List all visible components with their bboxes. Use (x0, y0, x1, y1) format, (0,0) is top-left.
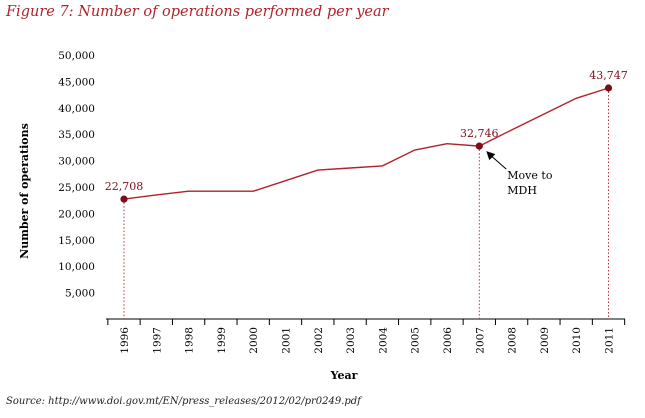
y-tick-label: 40,000 (58, 103, 95, 115)
x-axis-title: Year (330, 369, 358, 382)
x-tick-label: 1996 (119, 327, 131, 354)
x-tick-label: 2009 (539, 327, 551, 354)
data-label: 22,708 (105, 180, 144, 193)
y-tick-label: 45,000 (58, 76, 95, 88)
x-tick-label: 2007 (474, 327, 486, 354)
y-tick-label: 50,000 (58, 50, 95, 62)
drop-lines (123, 88, 609, 319)
x-tick-label: 2002 (313, 327, 325, 354)
x-tick-label: 1997 (151, 327, 163, 354)
y-tick-label: 15,000 (58, 235, 95, 247)
annotation: Move to MDH (486, 151, 553, 197)
data-point-marker (475, 142, 483, 150)
data-point-marker (604, 84, 613, 92)
annotation-text: Move to (507, 169, 553, 182)
x-tick-label: 2006 (442, 327, 454, 354)
y-axis: 5,000 10,000 15,000 20,000 25,000 30,000 35,00… (58, 50, 95, 300)
annotation-arrowhead (486, 151, 496, 161)
y-tick-label: 10,000 (58, 261, 95, 273)
x-tick-label: 2010 (571, 327, 583, 354)
y-tick-label: 25,000 (58, 182, 95, 194)
x-tick-label: 1998 (184, 327, 196, 354)
x-axis: 1996 1997 1998 1999 2000 2001 2002 2003 2004 2005… (106, 318, 626, 354)
x-tick-label: 1999 (216, 327, 228, 354)
series-line (123, 87, 609, 200)
x-tick-label: 2001 (281, 327, 293, 354)
x-tick-label: 2008 (507, 327, 519, 354)
annotation-text: MDH (507, 184, 537, 197)
y-tick-label: 20,000 (58, 208, 95, 220)
markers-group (120, 84, 613, 203)
x-tick-label: 2005 (410, 327, 422, 354)
data-point-marker (120, 195, 128, 203)
y-axis-title: Number of operations (18, 123, 31, 259)
data-label: 43,747 (589, 69, 628, 82)
source-note: Source: http://www.doi.gov.mt/EN/press_r… (6, 396, 361, 407)
data-label: 32,746 (460, 127, 499, 140)
x-tick-label: 2003 (345, 327, 357, 354)
x-tick-label: 2011 (604, 327, 616, 354)
y-tick-label: 5,000 (65, 288, 95, 300)
data-labels: 22,708 32,746 43,747 (105, 69, 628, 193)
series-group (123, 87, 609, 200)
figure-title: Figure 7: Number of operations performed… (6, 4, 389, 20)
x-tick-label: 2004 (377, 327, 389, 354)
y-tick-label: 35,000 (58, 129, 95, 141)
x-tick-label: 2000 (248, 327, 260, 354)
annotation-arrow (489, 154, 507, 170)
y-tick-label: 30,000 (58, 156, 95, 168)
